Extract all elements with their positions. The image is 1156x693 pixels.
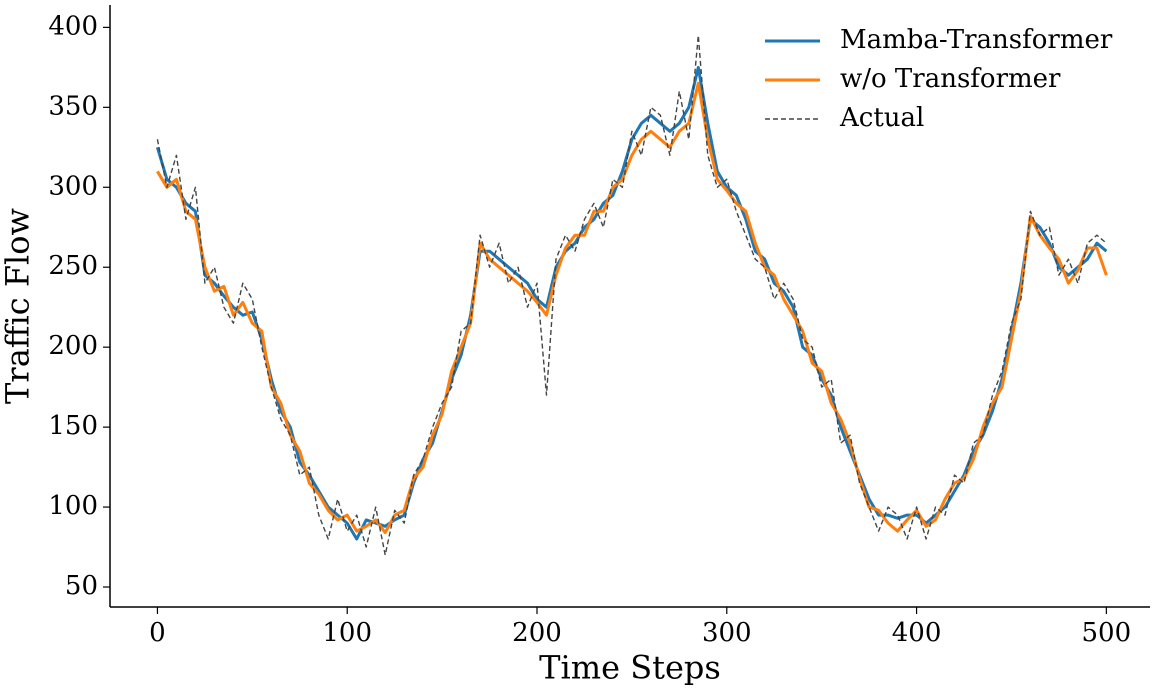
- x-tick-label: 100: [322, 618, 372, 648]
- x-tick-label: 0: [149, 618, 166, 648]
- legend-label: Mamba-Transformer: [840, 25, 1113, 55]
- legend-label: Actual: [839, 103, 924, 133]
- x-tick-label: 500: [1082, 618, 1132, 648]
- y-tick-label: 250: [48, 251, 98, 281]
- x-tick-label: 400: [892, 618, 942, 648]
- y-tick-label: 300: [48, 171, 98, 201]
- x-tick-label: 300: [702, 618, 752, 648]
- x-axis-label: Time Steps: [539, 649, 721, 687]
- y-tick-label: 200: [48, 331, 98, 361]
- line-series: [156, 34, 1107, 556]
- y-tick-label: 150: [48, 411, 98, 441]
- y-tick-label: 50: [65, 571, 98, 601]
- y-tick-label: 100: [48, 491, 98, 521]
- legend-label: w/o Transformer: [840, 64, 1061, 94]
- y-axis-label: Traffic Flow: [0, 208, 37, 404]
- line-series: [155, 65, 1108, 541]
- y-tick-label: 400: [48, 11, 98, 41]
- y-tick-label: 350: [48, 91, 98, 121]
- x-tick-label: 200: [512, 618, 562, 648]
- line-series: [156, 81, 1108, 535]
